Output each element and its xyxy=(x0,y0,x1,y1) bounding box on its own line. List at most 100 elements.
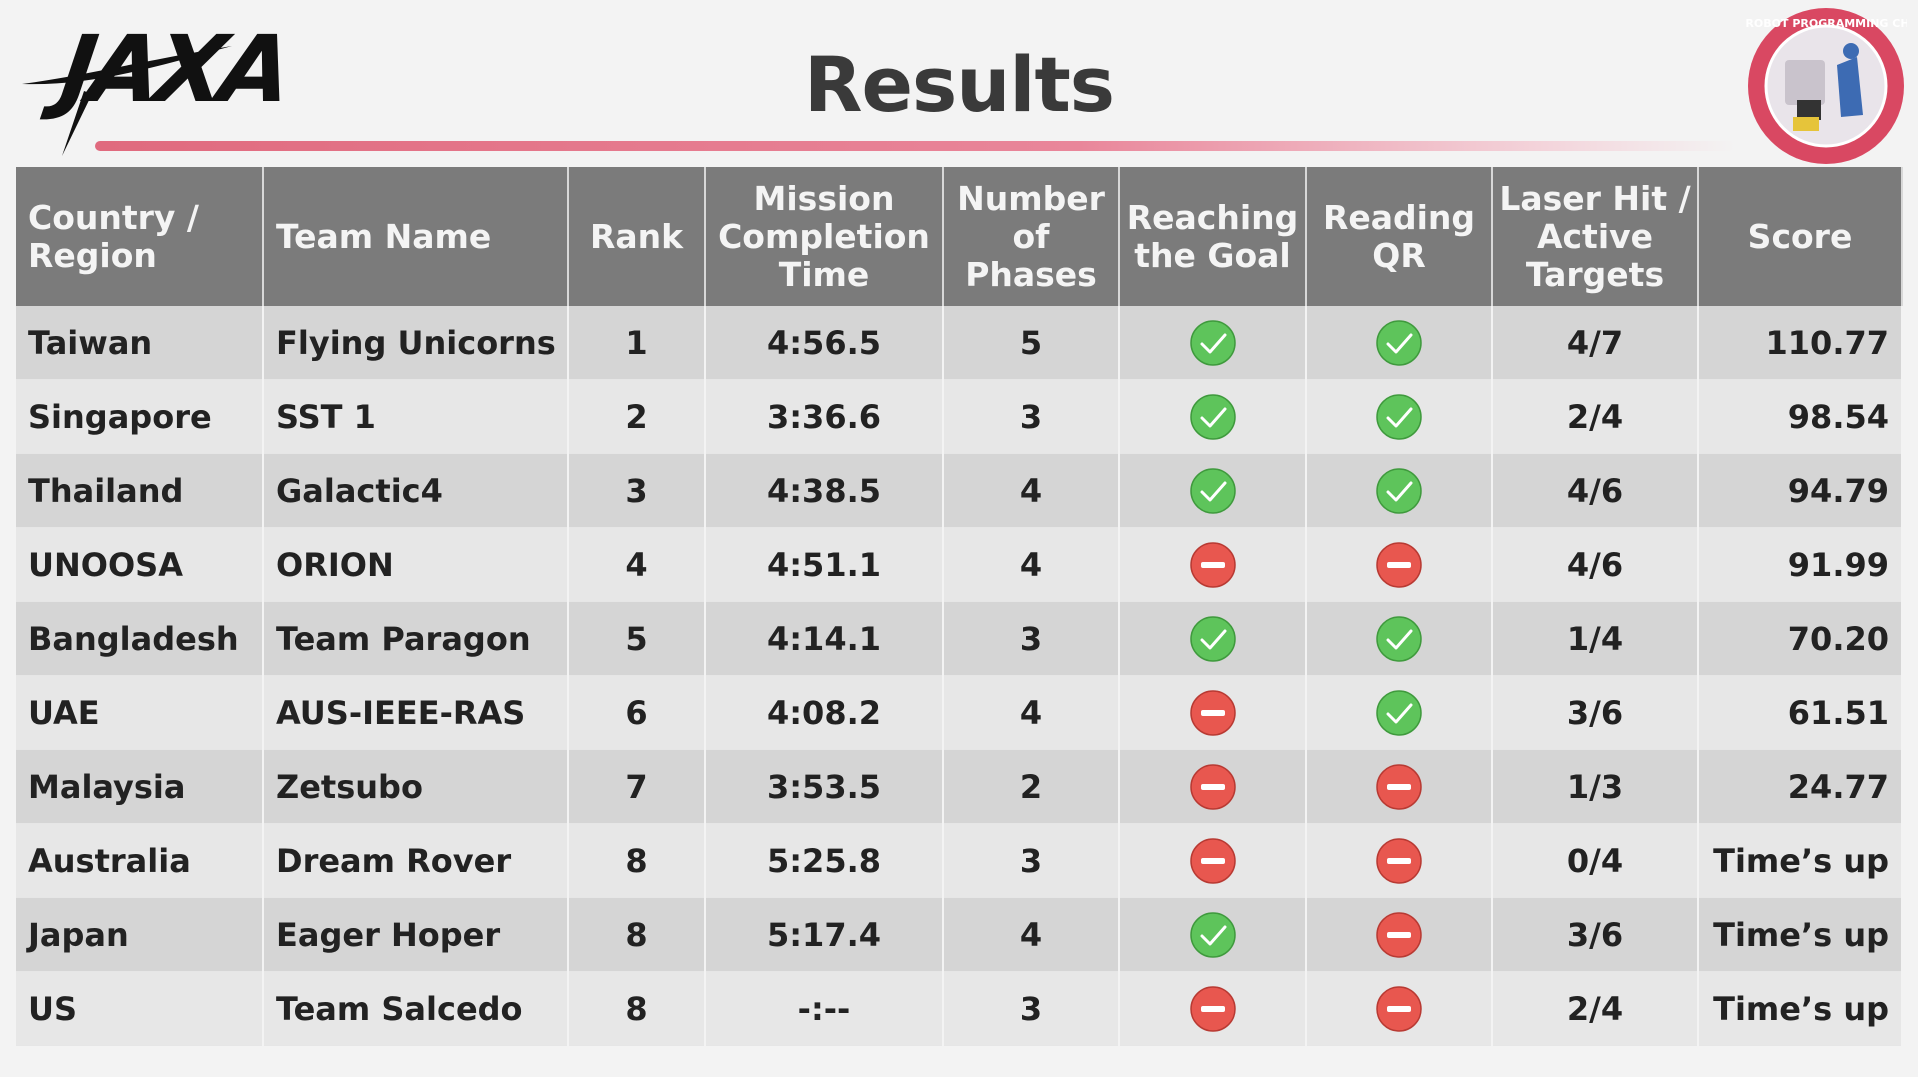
goal-cell xyxy=(1119,453,1307,528)
minus-icon xyxy=(1189,985,1236,1032)
rank-cell: 2 xyxy=(568,379,706,454)
rank-cell: 7 xyxy=(568,749,706,824)
rank-cell: 6 xyxy=(568,675,706,750)
country-cell: Malaysia xyxy=(16,749,264,824)
table-row: UNOOSA ORION 4 4:51.1 4 4/6 91.99 xyxy=(16,527,1903,602)
qr-cell xyxy=(1306,749,1493,824)
qr-cell xyxy=(1306,453,1493,528)
title-underline xyxy=(95,141,1735,151)
check-icon xyxy=(1189,467,1236,514)
time-cell: 5:17.4 xyxy=(705,897,944,972)
team-cell: Flying Unicorns xyxy=(263,306,569,380)
phases-cell: 3 xyxy=(943,823,1120,898)
phases-cell: 3 xyxy=(943,379,1120,454)
time-cell: 5:25.8 xyxy=(705,823,944,898)
jaxa-swoosh-icon xyxy=(22,46,232,156)
challenge-badge: 4th KIBO ROBOT PROGRAMMING CHALLENGE xyxy=(1687,5,1918,167)
col-header-laser: Laser Hit / Active Targets xyxy=(1492,167,1699,306)
laser-cell: 2/4 xyxy=(1492,379,1699,454)
qr-cell xyxy=(1306,897,1493,972)
rank-cell: 8 xyxy=(568,823,706,898)
minus-icon xyxy=(1189,837,1236,884)
phases-cell: 4 xyxy=(943,453,1120,528)
phases-cell: 2 xyxy=(943,749,1120,824)
qr-cell xyxy=(1306,971,1493,1046)
team-cell: Dream Rover xyxy=(263,823,569,898)
country-cell: Thailand xyxy=(16,453,264,528)
rank-cell: 8 xyxy=(568,971,706,1046)
rank-cell: 1 xyxy=(568,306,706,380)
table-row: Bangladesh Team Paragon 5 4:14.1 3 1/4 70.20 xyxy=(16,601,1903,676)
score-cell: 70.20 xyxy=(1698,601,1903,676)
table-row: Malaysia Zetsubo 7 3:53.5 2 1/3 24.77 xyxy=(16,749,1903,824)
phases-cell: 3 xyxy=(943,601,1120,676)
col-header-score: Score xyxy=(1698,167,1903,306)
score-cell: 94.79 xyxy=(1698,453,1903,528)
table-row: Thailand Galactic4 3 4:38.5 4 4/6 94.79 xyxy=(16,453,1903,528)
table-row: Taiwan Flying Unicorns 1 4:56.5 5 4/7 110.77 xyxy=(16,306,1903,380)
team-cell: Zetsubo xyxy=(263,749,569,824)
time-cell: 4:38.5 xyxy=(705,453,944,528)
check-icon xyxy=(1376,615,1422,662)
minus-icon xyxy=(1376,763,1422,810)
col-header-country: Country / Region xyxy=(16,167,264,306)
score-cell: Time’s up xyxy=(1698,823,1903,898)
check-icon xyxy=(1376,689,1422,736)
minus-icon xyxy=(1376,541,1422,588)
goal-cell xyxy=(1119,971,1307,1046)
qr-cell xyxy=(1306,306,1493,380)
minus-icon xyxy=(1376,837,1422,884)
page-title: Results xyxy=(803,40,1115,129)
team-cell: Galactic4 xyxy=(263,453,569,528)
team-cell: Team Paragon xyxy=(263,601,569,676)
score-cell: Time’s up xyxy=(1698,897,1903,972)
country-cell: Taiwan xyxy=(16,306,264,380)
team-cell: Eager Hoper xyxy=(263,897,569,972)
goal-cell xyxy=(1119,306,1307,380)
rank-cell: 5 xyxy=(568,601,706,676)
results-table: Country / Region Team Name Rank Mission … xyxy=(16,167,1903,1046)
score-cell: Time’s up xyxy=(1698,971,1903,1046)
phases-cell: 3 xyxy=(943,971,1120,1046)
team-cell: SST 1 xyxy=(263,379,569,454)
minus-icon xyxy=(1189,541,1236,588)
minus-icon xyxy=(1376,985,1422,1032)
laser-cell: 3/6 xyxy=(1492,675,1699,750)
rank-cell: 3 xyxy=(568,453,706,528)
qr-cell xyxy=(1306,823,1493,898)
laser-cell: 2/4 xyxy=(1492,971,1699,1046)
country-cell: US xyxy=(16,971,264,1046)
check-icon xyxy=(1189,319,1236,366)
laser-cell: 4/6 xyxy=(1492,527,1699,602)
country-cell: UAE xyxy=(16,675,264,750)
minus-icon xyxy=(1376,911,1422,958)
laser-cell: 1/3 xyxy=(1492,749,1699,824)
jaxa-logo: JAXA xyxy=(22,6,293,156)
goal-cell xyxy=(1119,675,1307,750)
minus-icon xyxy=(1189,689,1236,736)
country-cell: UNOOSA xyxy=(16,527,264,602)
qr-cell xyxy=(1306,379,1493,454)
team-cell: Team Salcedo xyxy=(263,971,569,1046)
goal-cell xyxy=(1119,823,1307,898)
team-cell: ORION xyxy=(263,527,569,602)
minus-icon xyxy=(1189,763,1236,810)
qr-cell xyxy=(1306,527,1493,602)
phases-cell: 4 xyxy=(943,897,1120,972)
laser-cell: 1/4 xyxy=(1492,601,1699,676)
table-row: Australia Dream Rover 8 5:25.8 3 0/4 Time’s up xyxy=(16,823,1903,898)
time-cell: -:-- xyxy=(705,971,944,1046)
time-cell: 4:14.1 xyxy=(705,601,944,676)
country-cell: Singapore xyxy=(16,379,264,454)
score-cell: 91.99 xyxy=(1698,527,1903,602)
time-cell: 3:53.5 xyxy=(705,749,944,824)
goal-cell xyxy=(1119,379,1307,454)
team-cell: AUS-IEEE-RAS xyxy=(263,675,569,750)
time-cell: 4:51.1 xyxy=(705,527,944,602)
check-icon xyxy=(1189,911,1236,958)
rank-cell: 4 xyxy=(568,527,706,602)
laser-cell: 3/6 xyxy=(1492,897,1699,972)
col-header-time: Mission Completion Time xyxy=(705,167,944,306)
time-cell: 3:36.6 xyxy=(705,379,944,454)
rank-cell: 8 xyxy=(568,897,706,972)
